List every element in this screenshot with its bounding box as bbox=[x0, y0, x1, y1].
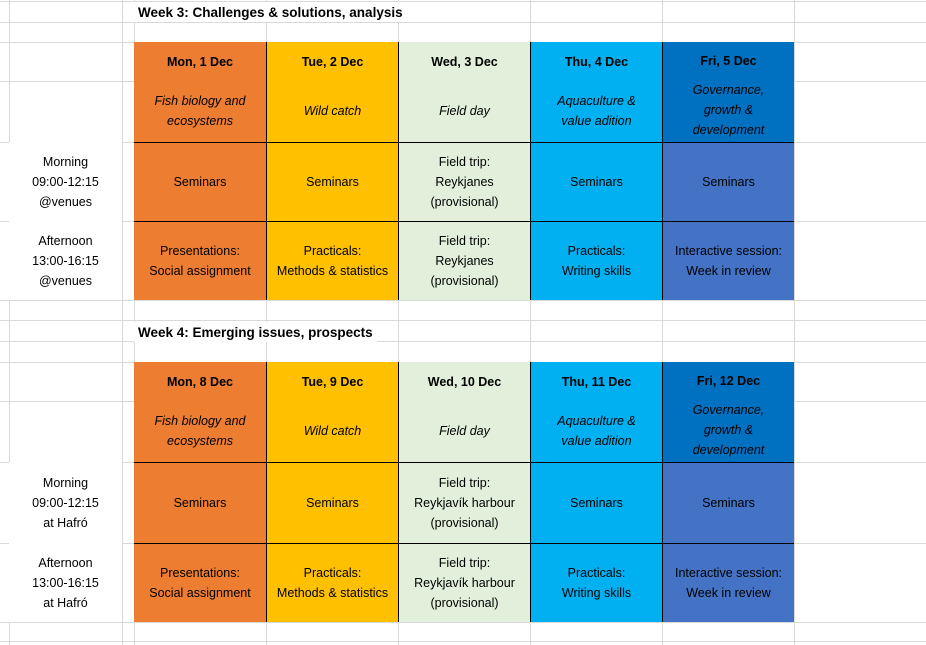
morning-cell-friday[interactable]: Seminars bbox=[662, 142, 794, 221]
day-theme: Aquaculture & value adition bbox=[557, 413, 636, 448]
morning-cell-tuesday[interactable]: Seminars bbox=[266, 462, 398, 543]
week4-schedule-table: Mon, 8 Dec Fish biology and ecosystems T… bbox=[134, 362, 794, 622]
afternoon-cell-monday[interactable]: Presentations: Social assignment bbox=[134, 543, 266, 622]
morning-cell-thursday[interactable]: Seminars bbox=[530, 462, 662, 543]
week-title: Week 4: Emerging issues, prospects bbox=[134, 322, 377, 342]
day-date: Wed, 3 Dec bbox=[431, 54, 498, 69]
header-cell-wednesday[interactable]: Wed, 10 Dec Field day bbox=[398, 362, 530, 462]
header-cell-monday[interactable]: Mon, 1 Dec Fish biology and ecosystems bbox=[134, 42, 266, 142]
row-label-afternoon[interactable]: Afternoon 13:00-16:15 at Hafró bbox=[9, 543, 122, 622]
header-cell-thursday[interactable]: Thu, 4 Dec Aquaculture & value adition bbox=[530, 42, 662, 142]
afternoon-cell-tuesday[interactable]: Practicals: Methods & statistics bbox=[266, 543, 398, 622]
day-date: Tue, 2 Dec bbox=[301, 54, 364, 69]
morning-cell-tuesday[interactable]: Seminars bbox=[266, 142, 398, 221]
afternoon-cell-monday[interactable]: Presentations: Social assignment bbox=[134, 221, 266, 300]
header-cell-friday[interactable]: Fri, 12 Dec Governance, growth & develop… bbox=[662, 362, 794, 462]
row-label-morning[interactable]: Morning 09:00-12:15 @venues bbox=[9, 142, 122, 221]
header-cell-wednesday[interactable]: Wed, 3 Dec Field day bbox=[398, 42, 530, 142]
afternoon-cell-thursday[interactable]: Practicals: Writing skills bbox=[530, 221, 662, 300]
day-theme: Field day bbox=[439, 423, 490, 438]
morning-cell-monday[interactable]: Seminars bbox=[134, 142, 266, 221]
day-theme: Field day bbox=[439, 103, 490, 118]
morning-cell-wednesday[interactable]: Field trip: Reykjanes (provisional) bbox=[398, 142, 530, 221]
day-date: Thu, 11 Dec bbox=[561, 374, 632, 389]
afternoon-cell-friday[interactable]: Interactive session: Week in review bbox=[662, 543, 794, 622]
morning-cell-monday[interactable]: Seminars bbox=[134, 462, 266, 543]
morning-cell-friday[interactable]: Seminars bbox=[662, 462, 794, 543]
afternoon-cell-thursday[interactable]: Practicals: Writing skills bbox=[530, 543, 662, 622]
day-theme: Fish biology and ecosystems bbox=[154, 413, 246, 448]
day-date: Wed, 10 Dec bbox=[427, 374, 502, 389]
day-date: Thu, 4 Dec bbox=[564, 54, 629, 69]
day-theme: Governance, growth & development bbox=[692, 83, 765, 137]
afternoon-cell-wednesday[interactable]: Field trip: Reykjavík harbour (provision… bbox=[398, 543, 530, 622]
day-date: Fri, 12 Dec bbox=[696, 374, 761, 388]
day-date: Mon, 1 Dec bbox=[167, 54, 233, 69]
week-title: Week 3: Challenges & solutions, analysis bbox=[134, 2, 407, 22]
morning-cell-thursday[interactable]: Seminars bbox=[530, 142, 662, 221]
week3-schedule-table: Mon, 1 Dec Fish biology and ecosystems T… bbox=[134, 42, 794, 300]
day-theme: Governance, growth & development bbox=[692, 403, 765, 457]
header-cell-tuesday[interactable]: Tue, 9 Dec Wild catch bbox=[266, 362, 398, 462]
day-date: Fri, 5 Dec bbox=[700, 54, 757, 68]
afternoon-cell-friday[interactable]: Interactive session: Week in review bbox=[662, 221, 794, 300]
header-cell-monday[interactable]: Mon, 8 Dec Fish biology and ecosystems bbox=[134, 362, 266, 462]
day-theme: Aquaculture & value adition bbox=[557, 93, 636, 128]
day-theme: Wild catch bbox=[303, 423, 362, 438]
day-theme: Fish biology and ecosystems bbox=[154, 93, 246, 128]
day-date: Tue, 9 Dec bbox=[301, 374, 364, 389]
day-theme: Wild catch bbox=[303, 103, 362, 118]
header-cell-thursday[interactable]: Thu, 11 Dec Aquaculture & value adition bbox=[530, 362, 662, 462]
row-label-morning[interactable]: Morning 09:00-12:15 at Hafró bbox=[9, 462, 122, 543]
morning-cell-wednesday[interactable]: Field trip: Reykjavík harbour (provision… bbox=[398, 462, 530, 543]
row-label-afternoon[interactable]: Afternoon 13:00-16:15 @venues bbox=[9, 221, 122, 300]
header-cell-friday[interactable]: Fri, 5 Dec Governance, growth & developm… bbox=[662, 42, 794, 142]
header-cell-tuesday[interactable]: Tue, 2 Dec Wild catch bbox=[266, 42, 398, 142]
day-date: Mon, 8 Dec bbox=[167, 374, 233, 389]
afternoon-cell-wednesday[interactable]: Field trip: Reykjanes (provisional) bbox=[398, 221, 530, 300]
afternoon-cell-tuesday[interactable]: Practicals: Methods & statistics bbox=[266, 221, 398, 300]
